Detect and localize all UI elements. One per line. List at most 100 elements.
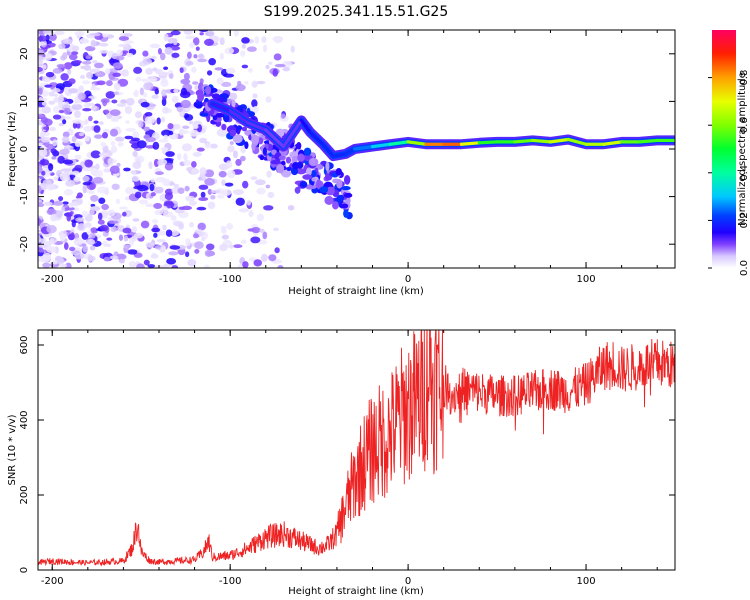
noise-speck bbox=[168, 73, 174, 79]
noise-speck bbox=[192, 37, 200, 46]
snr-y-tick-label: 200 bbox=[19, 485, 30, 504]
noise-speck bbox=[117, 142, 124, 147]
noise-speck bbox=[143, 126, 150, 132]
noise-speck bbox=[191, 66, 197, 73]
noise-speck bbox=[168, 130, 174, 136]
noise-speck bbox=[49, 33, 57, 41]
noise-speck bbox=[130, 137, 140, 142]
noise-speck bbox=[93, 125, 101, 133]
noise-speck bbox=[56, 257, 65, 265]
noise-speck bbox=[154, 88, 160, 95]
noise-speck bbox=[171, 52, 180, 58]
ridge-segment bbox=[406, 140, 428, 146]
noise-speck bbox=[144, 111, 153, 117]
noise-speck bbox=[227, 145, 235, 153]
noise-speck bbox=[63, 101, 70, 109]
dispersion-speck bbox=[305, 167, 312, 177]
noise-speck bbox=[144, 203, 156, 208]
spectrogram-x-label: Height of straight line (km) bbox=[288, 286, 424, 297]
noise-speck bbox=[262, 44, 268, 53]
noise-speck bbox=[294, 186, 301, 194]
ridge-segment bbox=[299, 118, 312, 134]
spectrogram-x-tick-label: 100 bbox=[576, 274, 595, 285]
noise-speck bbox=[280, 113, 286, 119]
spectrogram-y-label: Frequency (Hz) bbox=[7, 111, 18, 187]
noise-speck bbox=[186, 51, 192, 59]
noise-speck bbox=[52, 259, 58, 265]
noise-speck bbox=[49, 238, 55, 245]
noise-speck bbox=[165, 151, 175, 157]
noise-speck bbox=[44, 52, 53, 61]
ridge-segment bbox=[331, 152, 348, 158]
noise-speck bbox=[218, 170, 227, 178]
snr-x-label: Height of straight line (km) bbox=[288, 586, 424, 597]
noise-speck bbox=[40, 130, 45, 139]
dispersion-speck bbox=[316, 179, 322, 189]
noise-speck bbox=[46, 225, 57, 234]
noise-speck bbox=[99, 224, 109, 232]
noise-speck bbox=[274, 247, 280, 254]
noise-speck bbox=[161, 205, 168, 213]
noise-speck bbox=[191, 160, 197, 168]
noise-speck bbox=[122, 227, 132, 234]
noise-speck bbox=[41, 101, 48, 106]
noise-speck bbox=[64, 207, 75, 211]
noise-speck bbox=[42, 262, 51, 268]
spectrogram-ridge bbox=[207, 98, 675, 162]
noise-speck bbox=[106, 80, 113, 87]
noise-speck bbox=[94, 62, 104, 69]
dispersion-speck bbox=[341, 203, 349, 209]
noise-speck bbox=[50, 148, 57, 154]
dispersion-speck bbox=[341, 185, 351, 191]
noise-speck bbox=[170, 215, 177, 221]
noise-speck bbox=[58, 43, 66, 50]
noise-speck bbox=[180, 78, 191, 85]
dispersion-speck bbox=[332, 201, 339, 210]
noise-speck bbox=[189, 42, 195, 49]
noise-speck bbox=[173, 88, 179, 94]
noise-speck bbox=[38, 199, 43, 203]
noise-speck bbox=[125, 127, 137, 132]
noise-speck bbox=[42, 30, 49, 35]
spectrogram-y-tick-label: -20 bbox=[19, 236, 30, 252]
snr-x-tick-label: -100 bbox=[219, 576, 242, 587]
noise-speck bbox=[157, 159, 163, 166]
noise-speck bbox=[90, 194, 99, 202]
noise-speck bbox=[164, 192, 173, 201]
noise-speck bbox=[77, 223, 86, 232]
noise-speck bbox=[199, 137, 208, 144]
noise-speck bbox=[196, 206, 207, 211]
noise-speck bbox=[100, 141, 107, 148]
noise-speck bbox=[272, 35, 284, 42]
noise-speck bbox=[89, 245, 96, 251]
noise-speck bbox=[70, 201, 80, 207]
noise-speck bbox=[116, 162, 121, 167]
noise-speck bbox=[102, 33, 109, 38]
noise-speck bbox=[204, 142, 211, 149]
noise-speck bbox=[154, 210, 164, 216]
noise-speck bbox=[166, 258, 177, 265]
noise-speck bbox=[70, 232, 75, 240]
noise-speck bbox=[160, 79, 169, 87]
dispersion-speck bbox=[281, 160, 286, 166]
noise-speck bbox=[68, 78, 76, 85]
noise-speck bbox=[214, 67, 224, 71]
dispersion-speck bbox=[299, 181, 308, 188]
snr-x-tick-label: 0 bbox=[405, 576, 411, 587]
noise-speck bbox=[112, 72, 121, 77]
noise-speck bbox=[153, 202, 163, 210]
noise-speck bbox=[56, 63, 66, 69]
noise-speck bbox=[287, 205, 295, 211]
noise-speck bbox=[123, 40, 135, 44]
dispersion-speck bbox=[211, 93, 221, 100]
dispersion-speck bbox=[286, 166, 292, 172]
noise-speck bbox=[89, 32, 101, 37]
noise-speck bbox=[104, 187, 109, 192]
noise-speck bbox=[193, 54, 198, 59]
noise-speck bbox=[63, 107, 71, 115]
noise-speck bbox=[204, 249, 213, 257]
noise-speck bbox=[38, 203, 45, 208]
noise-speck bbox=[204, 177, 215, 186]
noise-speck bbox=[177, 187, 185, 194]
